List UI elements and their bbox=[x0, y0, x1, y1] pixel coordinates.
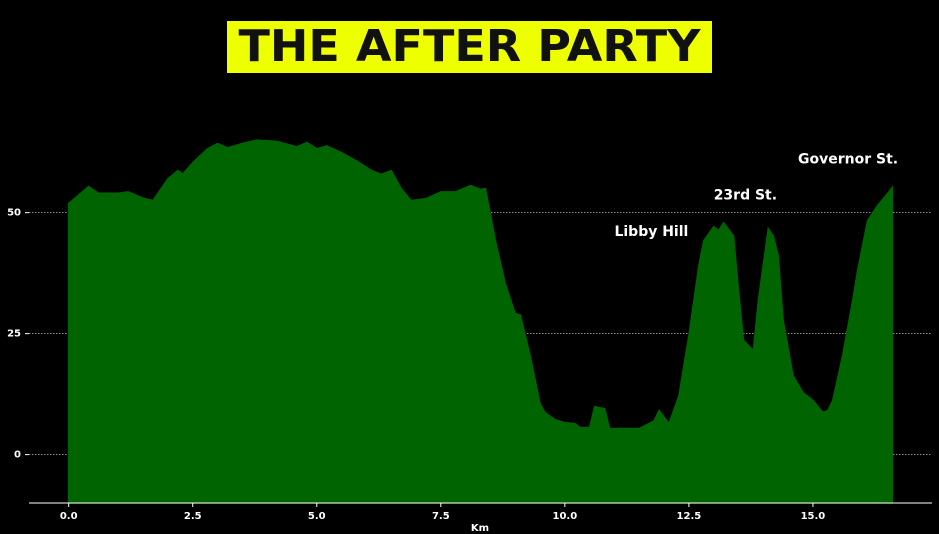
annotation: Governor St. bbox=[798, 151, 898, 167]
x-tick-label: 2.5 bbox=[184, 511, 202, 522]
x-tick-label: 10.0 bbox=[553, 511, 578, 522]
y-tick-label: 50 bbox=[7, 208, 21, 219]
x-tick-label: 0.0 bbox=[60, 511, 78, 522]
x-tick-label: 12.5 bbox=[677, 511, 702, 522]
x-tick-label: 7.5 bbox=[432, 511, 450, 522]
y-tick-label: 25 bbox=[7, 329, 21, 340]
x-tick-label: 15.0 bbox=[801, 511, 826, 522]
chart-title: THE AFTER PARTY bbox=[239, 21, 702, 72]
annotation: Libby Hill bbox=[614, 224, 688, 240]
elevation-area bbox=[67, 139, 894, 504]
title-box bbox=[227, 21, 712, 73]
y-tick-label: 0 bbox=[14, 450, 21, 461]
annotation: 23rd St. bbox=[714, 188, 777, 204]
x-axis-label: Km bbox=[471, 523, 489, 534]
x-tick-label: 5.0 bbox=[308, 511, 326, 522]
